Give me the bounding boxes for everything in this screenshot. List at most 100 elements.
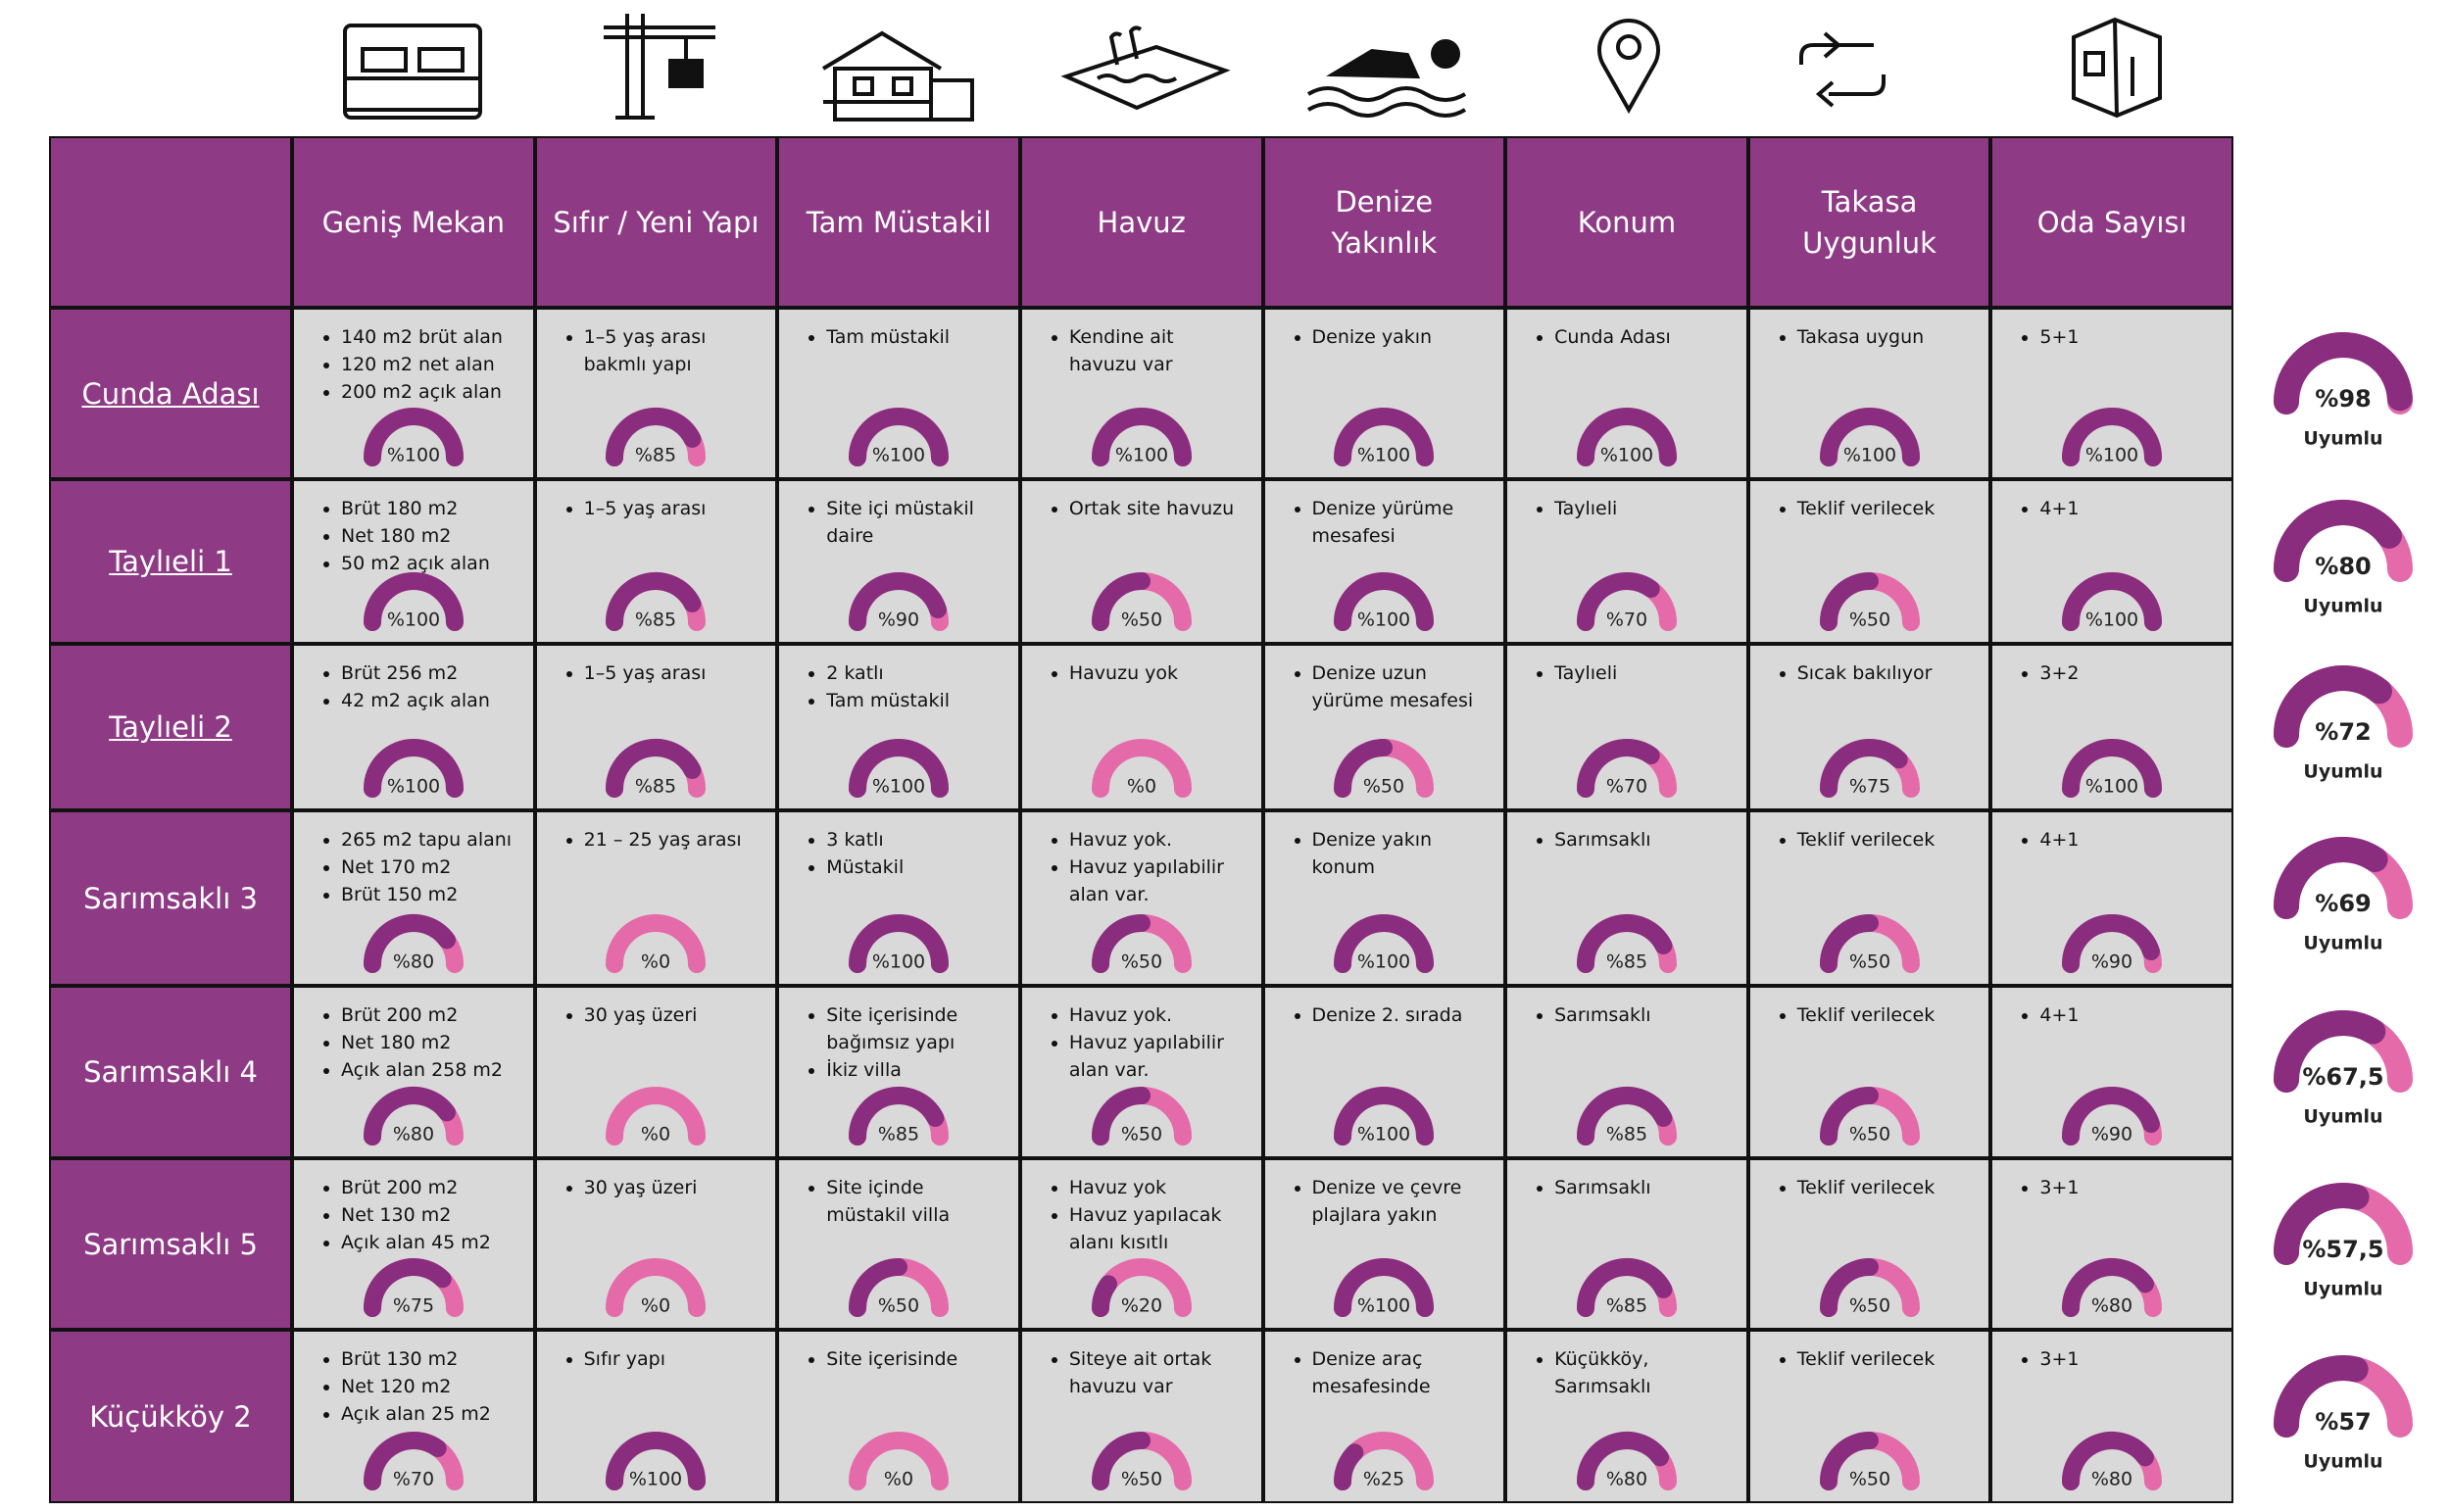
gauge-label: %100: [1357, 951, 1410, 973]
gauge: %100: [1334, 1087, 1435, 1146]
gauge: %50: [1091, 1087, 1192, 1146]
gauge-label: %100: [1357, 610, 1410, 631]
gauge: %85: [849, 1087, 950, 1146]
gauge-value-arc: [2062, 1258, 2155, 1317]
gauge: %100: [363, 572, 464, 631]
bullet-item: 21 – 25 yaş arası: [584, 826, 762, 854]
bullet-list: Brüt 180 m2Net 180 m250 m2 açık alan: [294, 481, 533, 577]
gauge-label: %57: [2315, 1408, 2371, 1436]
bullet-list: 30 yaş üzeri: [537, 988, 776, 1029]
gauge-label: %0: [641, 1124, 670, 1146]
gauge-value-arc: [363, 1432, 447, 1490]
bullet-item: Site içi müstakil daire: [826, 495, 1004, 550]
gauge-value-arc: [2274, 331, 2413, 415]
row-name-link[interactable]: Taylıeli 2: [51, 646, 290, 808]
bullet-list: 3+2: [1992, 646, 2231, 687]
row-name-link[interactable]: Cunda Adası: [51, 310, 290, 477]
gauge-track: [606, 914, 707, 973]
gauge-label: %0: [641, 951, 670, 973]
gauge-value-arc: [1576, 408, 1677, 466]
gauge: %70: [363, 1432, 464, 1490]
bullet-item: Net 130 m2: [341, 1201, 519, 1229]
bullet-item: 4+1: [2039, 495, 2218, 522]
bullet-item: 5+1: [2039, 323, 2218, 351]
gauge-value-arc: [606, 1432, 707, 1490]
bullet-list: Teklif verilecek: [1750, 812, 1989, 854]
bullet-item: Havuz yapılacak alanı kısıtlı: [1069, 1201, 1248, 1256]
gauge: %100: [2062, 572, 2163, 631]
bullet-list: Cunda Adası: [1507, 310, 1746, 351]
gauge-value-arc: [2062, 739, 2163, 798]
gauge-value-arc: [606, 408, 702, 466]
gauge-value-arc: [849, 408, 950, 466]
bullet-item: Açık alan 45 m2: [341, 1229, 519, 1256]
bullet-list: Kendine ait havuzu var: [1022, 310, 1261, 378]
bullet-item: Teklif verilecek: [1797, 826, 1976, 854]
gauge-label: %75: [393, 1295, 434, 1317]
bullet-list: Sarımsaklı: [1507, 988, 1746, 1029]
bullet-item: 200 m2 açık alan: [341, 378, 519, 406]
gauge: %50: [849, 1258, 950, 1317]
gauge-value-arc: [2274, 1010, 2386, 1093]
column-header: Geniş Mekan: [294, 138, 533, 306]
bullet-item: Müstakil: [826, 854, 1004, 881]
gauge-label: %20: [1121, 1295, 1162, 1317]
gauge-label: %50: [1121, 610, 1162, 631]
gauge-label: %85: [1606, 1295, 1647, 1317]
swap-arrows-icon: [1799, 31, 1886, 108]
bullet-list: 3+1: [1992, 1332, 2231, 1373]
column-header: Tam Müstakil: [779, 138, 1018, 306]
bullet-list: 3+1: [1992, 1160, 2231, 1201]
table-cell: 2 katlıTam müstakil %100: [779, 646, 1018, 808]
gauge-label: %85: [635, 445, 676, 466]
gauge-label: %50: [1121, 1469, 1162, 1490]
table-cell: 3 katlıMüstakil %100: [779, 812, 1018, 984]
table-cell: Sıcak bakılıyor %75: [1749, 646, 1989, 808]
gauge-value-arc: [1334, 408, 1435, 466]
row-name-link[interactable]: Taylıeli 1: [51, 481, 290, 642]
bullet-item: Havuz yok.: [1069, 826, 1248, 854]
gauge-label: %50: [1121, 1124, 1162, 1146]
gauge: %100: [849, 408, 950, 466]
bullet-item: 30 yaş üzeri: [584, 1001, 762, 1029]
gauge: %80: [2062, 1258, 2163, 1317]
bullet-list: 4+1: [1992, 812, 2231, 854]
bullet-item: Brüt 200 m2: [341, 1174, 519, 1201]
bullet-list: 140 m2 brüt alan120 m2 net alan200 m2 aç…: [294, 310, 533, 406]
gauge-label: %57,5: [2302, 1236, 2383, 1263]
table-cell: 265 m2 tapu alanıNet 170 m2Brüt 150 m2 %8…: [294, 812, 533, 984]
gauge-value-arc: [363, 914, 456, 973]
table-cell: 4+1 %90: [1992, 988, 2231, 1156]
bullet-item: Taylıeli: [1554, 495, 1733, 522]
gauge-label: %100: [872, 951, 925, 973]
table-cell: Brüt 256 m242 m2 açık alan %100: [294, 646, 533, 808]
bullet-item: Sıcak bakılıyor: [1797, 659, 1976, 687]
bullet-list: Site içi müstakil daire: [779, 481, 1018, 550]
bullet-item: Brüt 200 m2: [341, 1001, 519, 1029]
bullet-item: Brüt 180 m2: [341, 495, 519, 522]
bullet-item: 3 katlı: [826, 826, 1004, 854]
bullet-list: Teklif verilecek: [1750, 1332, 1989, 1373]
bullet-item: Sarımsaklı: [1554, 1001, 1733, 1029]
table-cell: Küçükköy, Sarımsaklı %80: [1507, 1332, 1746, 1501]
gauge: %100: [1334, 408, 1435, 466]
bullet-list: Havuz yokHavuz yapılacak alanı kısıtlı: [1022, 1160, 1261, 1256]
gauge-value-arc: [2274, 1182, 2370, 1265]
gauge-value-arc: [2062, 572, 2163, 631]
bullet-list: Teklif verilecek: [1750, 481, 1989, 522]
bullet-list: Denize 2. sırada: [1265, 988, 1504, 1029]
bullet-item: 120 m2 net alan: [341, 351, 519, 378]
gauge: %50: [1819, 1258, 1920, 1317]
bullet-item: 140 m2 brüt alan: [341, 323, 519, 351]
bullet-item: Havuzu yok: [1069, 659, 1248, 687]
gauge-label: %90: [2091, 1124, 2132, 1146]
gauge-label: %100: [1357, 1295, 1410, 1317]
gauge-label: %67,5: [2302, 1063, 2383, 1091]
bullet-item: Kendine ait havuzu var: [1069, 323, 1248, 378]
table-cell: Cunda Adası %100: [1507, 310, 1746, 477]
bullet-list: 4+1: [1992, 988, 2231, 1029]
bullet-list: Taylıeli: [1507, 646, 1746, 687]
gauge-label: %100: [2085, 610, 2138, 631]
table-cell: Denize ve çevre plajlara yakın %100: [1264, 1160, 1504, 1328]
bullet-list: Brüt 200 m2Net 130 m2Açık alan 45 m2: [294, 1160, 533, 1256]
